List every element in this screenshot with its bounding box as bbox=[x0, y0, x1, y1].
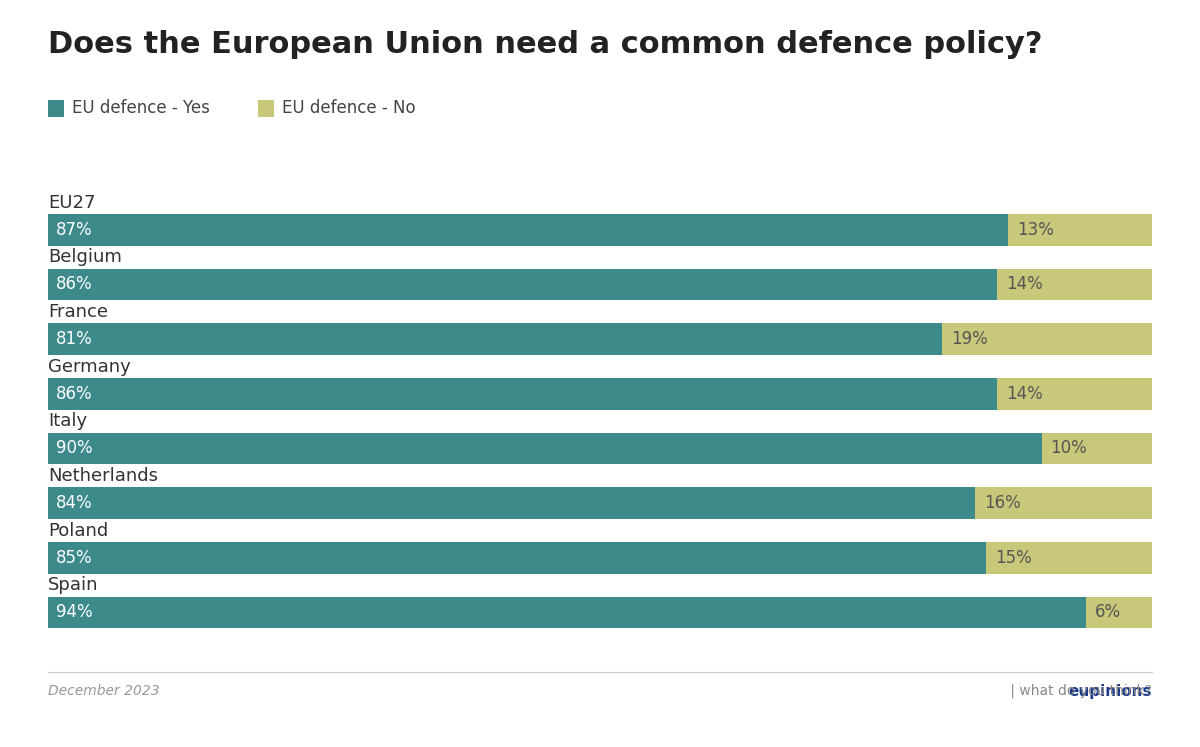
Bar bbox=[986, 542, 1152, 574]
Text: 90%: 90% bbox=[55, 439, 92, 457]
Text: 87%: 87% bbox=[55, 221, 92, 239]
Text: eupinions: eupinions bbox=[1068, 684, 1152, 698]
Bar bbox=[48, 214, 1008, 246]
Bar bbox=[48, 597, 1086, 628]
Bar bbox=[48, 323, 942, 355]
Text: 94%: 94% bbox=[55, 604, 92, 622]
Text: Poland: Poland bbox=[48, 521, 108, 539]
Text: Germany: Germany bbox=[48, 358, 131, 376]
Text: 16%: 16% bbox=[984, 494, 1021, 512]
Text: EU defence - Yes: EU defence - Yes bbox=[72, 99, 210, 117]
Text: 13%: 13% bbox=[1018, 221, 1054, 239]
Text: 14%: 14% bbox=[1007, 276, 1043, 294]
Bar bbox=[997, 269, 1152, 300]
Text: EU27: EU27 bbox=[48, 193, 96, 211]
Bar bbox=[1008, 214, 1152, 246]
Text: 14%: 14% bbox=[1007, 385, 1043, 403]
Text: Spain: Spain bbox=[48, 577, 98, 595]
Bar bbox=[997, 378, 1152, 409]
Bar bbox=[48, 378, 997, 409]
Bar bbox=[48, 487, 976, 519]
Bar bbox=[1086, 597, 1152, 628]
Text: EU defence - No: EU defence - No bbox=[282, 99, 415, 117]
Text: 10%: 10% bbox=[1050, 439, 1087, 457]
Text: 19%: 19% bbox=[952, 330, 988, 348]
Bar bbox=[48, 433, 1042, 464]
Bar bbox=[976, 487, 1152, 519]
Text: 15%: 15% bbox=[995, 549, 1032, 567]
Bar bbox=[48, 542, 986, 574]
Text: 6%: 6% bbox=[1094, 604, 1121, 622]
Bar bbox=[1042, 433, 1152, 464]
Text: France: France bbox=[48, 303, 108, 321]
Text: Belgium: Belgium bbox=[48, 248, 122, 267]
Text: Italy: Italy bbox=[48, 412, 88, 430]
Text: Netherlands: Netherlands bbox=[48, 467, 158, 485]
Text: | what do you think?: | what do you think? bbox=[1006, 684, 1152, 698]
Text: 85%: 85% bbox=[55, 549, 92, 567]
Text: 86%: 86% bbox=[55, 276, 92, 294]
Bar bbox=[48, 269, 997, 300]
Text: December 2023: December 2023 bbox=[48, 684, 160, 698]
Text: Does the European Union need a common defence policy?: Does the European Union need a common de… bbox=[48, 30, 1043, 59]
Text: 86%: 86% bbox=[55, 385, 92, 403]
Bar bbox=[942, 323, 1152, 355]
Text: 84%: 84% bbox=[55, 494, 92, 512]
Text: 81%: 81% bbox=[55, 330, 92, 348]
